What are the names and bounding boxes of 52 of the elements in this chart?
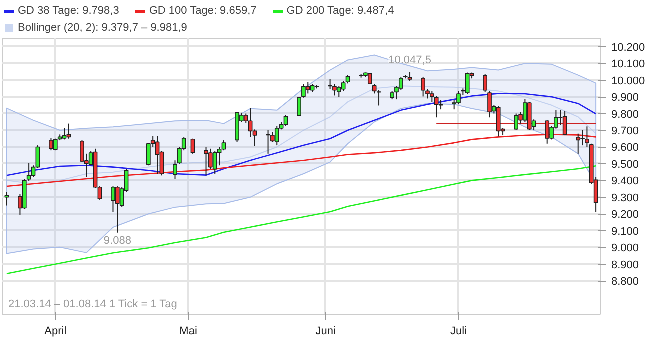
candlestick [562, 110, 568, 136]
candlestick [190, 138, 196, 154]
candlestick [222, 140, 226, 152]
candlestick [53, 138, 58, 152]
legend-label: GD 38 Tage: 9.798,3 [18, 5, 120, 17]
candlestick [217, 146, 222, 166]
y-tick-label: 9.600 [612, 142, 640, 154]
y-tick-label: 9.700 [612, 126, 640, 138]
candlestick [274, 126, 280, 146]
y-tick-label: 9.500 [612, 158, 640, 171]
candlestick [284, 114, 288, 127]
candlestick [465, 72, 470, 95]
candlestick [398, 76, 404, 91]
y-tick-label: 9.800 [612, 108, 640, 121]
y-tick-label: 9.400 [612, 176, 640, 188]
candlestick [496, 106, 501, 138]
candlestick [155, 136, 160, 174]
candlestick [514, 113, 519, 131]
y-tick-label: 8.900 [612, 259, 640, 272]
annotation: 21.03.14 – 01.08.14 1 Tick = 1 Tag [8, 298, 178, 310]
y-tick-label: 10.100 [612, 58, 646, 71]
candlestick [248, 108, 253, 138]
candlestick [306, 82, 310, 94]
candlestick [62, 128, 67, 140]
x-tick-label: Juli [450, 326, 468, 338]
candlestick [376, 90, 382, 106]
y-tick-label: 9.900 [612, 92, 640, 104]
x-tick-label: April [44, 326, 67, 338]
line-series [6, 134, 597, 188]
candlestick [212, 150, 218, 174]
legend-label: Bollinger (20, 2): 9.379,7 – 9.981,9 [18, 22, 188, 34]
legend-label: GD 100 Tage: 9.659,7 [149, 5, 257, 17]
y-tick-label: 10.000 [612, 75, 646, 88]
line-series [6, 93, 597, 176]
candlestick [4, 192, 10, 206]
y-tick-label: 9.100 [612, 226, 640, 238]
y-tick-label: 10.200 [612, 42, 646, 54]
candlestick [438, 100, 444, 110]
x-tick-label: Juni [316, 326, 336, 338]
annotation: 9.088 [104, 234, 132, 247]
y-tick-label: 9.200 [612, 209, 640, 222]
candlestick [576, 133, 581, 154]
y-tick-label: 9.300 [612, 192, 640, 204]
y-tick-label: 8.800 [612, 276, 640, 288]
annotation: 10.047,5 [388, 54, 432, 66]
line-series [6, 165, 597, 275]
candlestick [483, 74, 488, 93]
y-tick-label: 9.000 [612, 242, 640, 255]
candlestick [434, 96, 439, 118]
legend-label: GD 200 Tage: 9.487,4 [286, 5, 394, 17]
x-tick-label: Mai [180, 326, 198, 338]
candlestick [545, 120, 550, 144]
